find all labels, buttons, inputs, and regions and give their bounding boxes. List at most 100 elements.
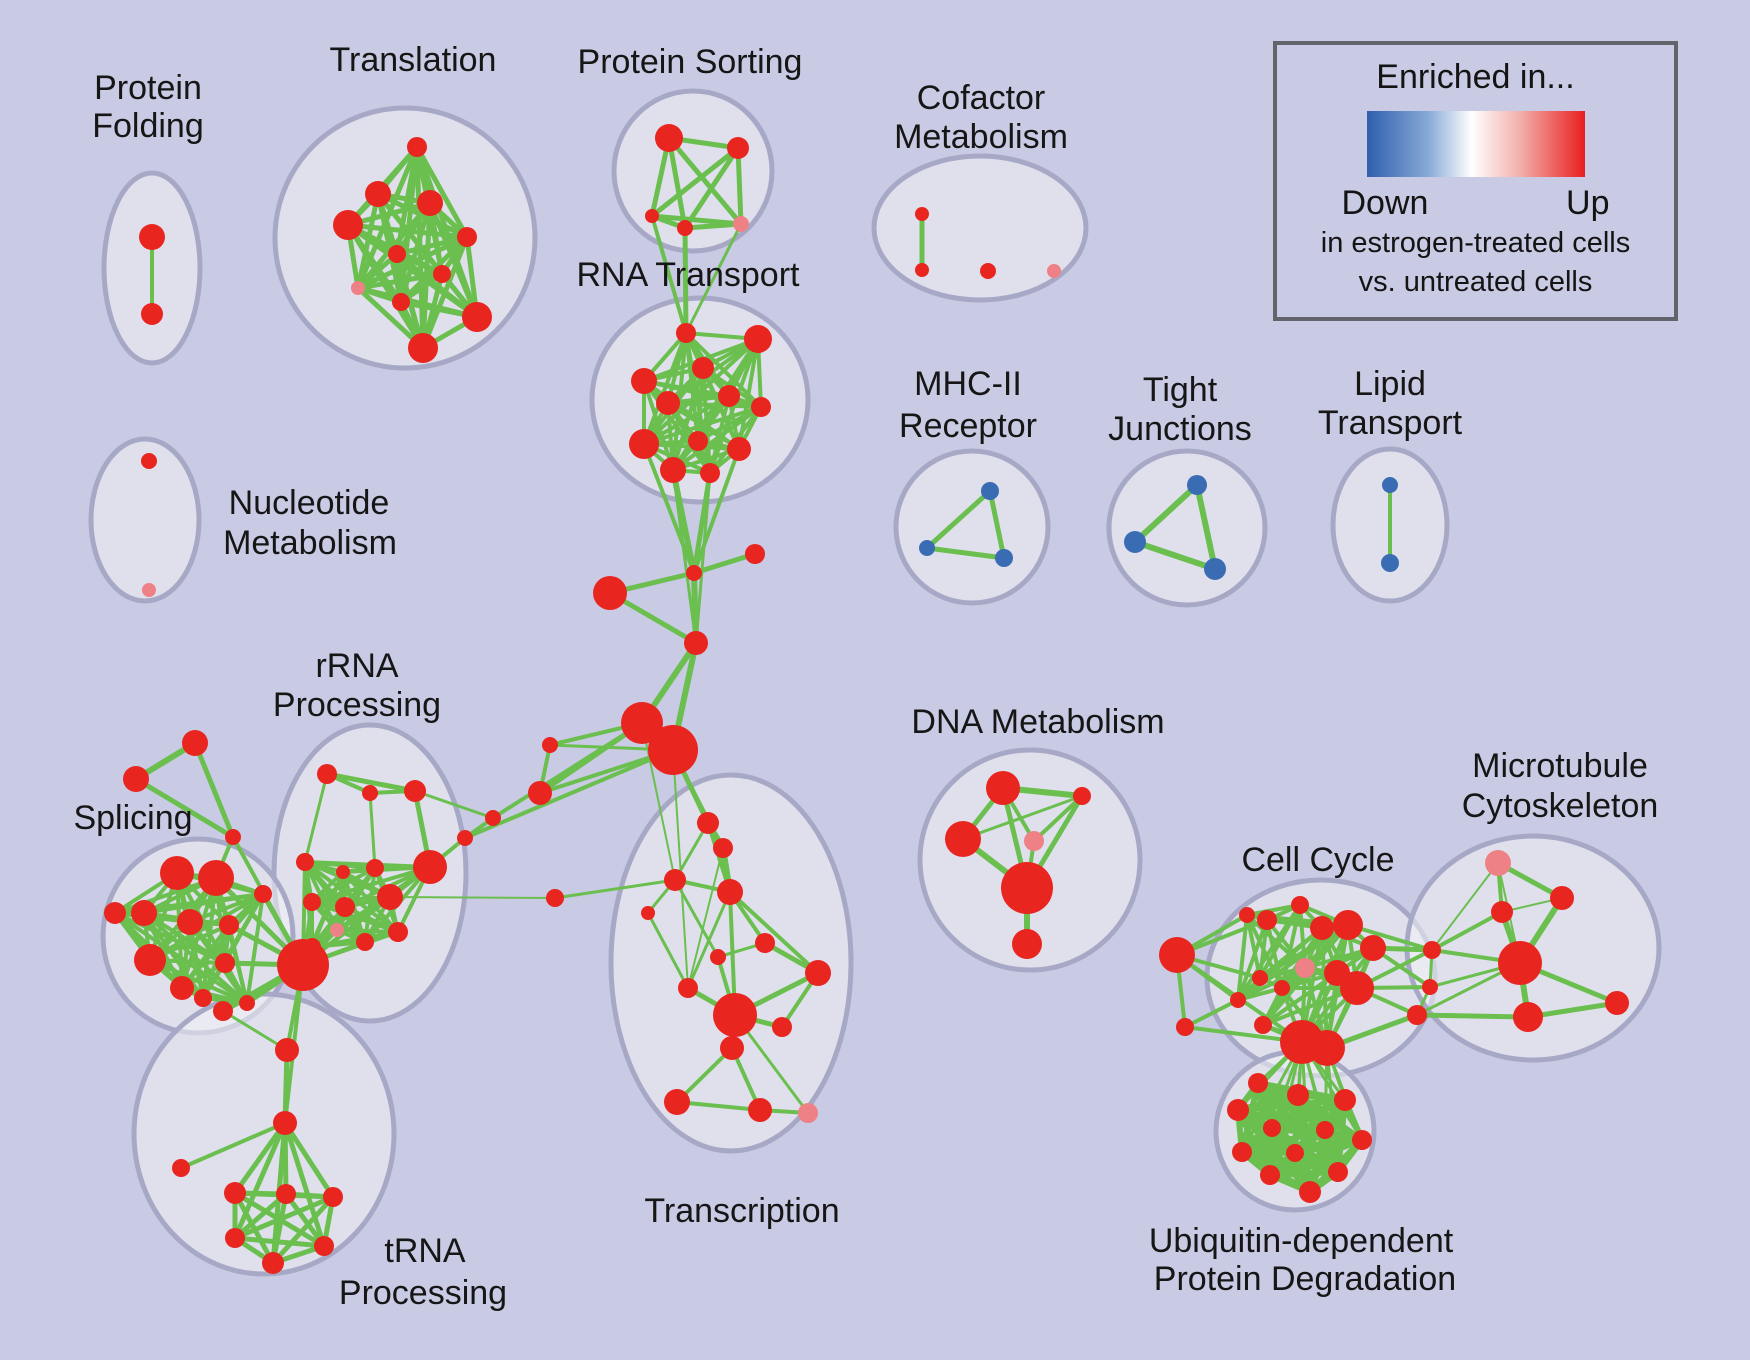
gene-set-node-s4[interactable] — [177, 909, 203, 935]
gene-set-node-n1[interactable] — [141, 453, 157, 469]
gene-set-node-h4[interactable] — [684, 631, 708, 655]
gene-set-node-x2[interactable] — [123, 766, 149, 792]
gene-set-node-u1[interactable] — [1248, 1073, 1268, 1093]
gene-set-node-tl5[interactable] — [457, 227, 477, 247]
gene-set-node-h3[interactable] — [593, 576, 627, 610]
gene-set-node-r2[interactable] — [362, 785, 378, 801]
gene-set-node-m3[interactable] — [995, 549, 1013, 567]
gene-set-node-tl6[interactable] — [388, 245, 406, 263]
gene-set-node-rt5[interactable] — [656, 391, 680, 415]
gene-set-node-r13[interactable] — [330, 923, 344, 937]
gene-set-node-rt12[interactable] — [700, 463, 720, 483]
gene-set-node-r12[interactable] — [356, 933, 374, 951]
gene-set-node-s13[interactable] — [194, 989, 212, 1007]
gene-set-node-rt1[interactable] — [676, 323, 696, 343]
gene-set-node-u10[interactable] — [1260, 1165, 1280, 1185]
gene-set-node-m1[interactable] — [981, 482, 999, 500]
gene-set-node-r1[interactable] — [317, 764, 337, 784]
gene-set-node-d3[interactable] — [945, 821, 981, 857]
gene-set-node-r9[interactable] — [335, 897, 355, 917]
gene-set-node-rt7[interactable] — [751, 397, 771, 417]
gene-set-node-cf3[interactable] — [980, 263, 996, 279]
gene-set-node-psE[interactable] — [733, 216, 749, 232]
gene-set-node-ts4[interactable] — [717, 879, 743, 905]
gene-set-node-ts8[interactable] — [805, 960, 831, 986]
gene-set-node-mtB[interactable] — [1498, 941, 1542, 985]
gene-set-node-cf2[interactable] — [915, 263, 929, 277]
gene-set-node-ts9[interactable] — [678, 978, 698, 998]
gene-set-node-lt1[interactable] — [1382, 477, 1398, 493]
gene-set-node-hf[interactable] — [262, 1252, 284, 1274]
gene-set-node-ts13[interactable] — [641, 906, 655, 920]
gene-set-node-pf2[interactable] — [141, 303, 163, 325]
gene-set-node-d4[interactable] — [1024, 831, 1044, 851]
gene-set-node-tb1[interactable] — [621, 702, 663, 744]
gene-set-node-s11[interactable] — [239, 995, 255, 1011]
gene-set-node-rt11[interactable] — [660, 457, 686, 483]
gene-set-node-rt9[interactable] — [688, 431, 708, 451]
gene-set-node-ha[interactable] — [224, 1182, 246, 1204]
gene-set-node-u12[interactable] — [1299, 1181, 1321, 1203]
gene-set-node-ts12[interactable] — [720, 1036, 744, 1060]
gene-set-node-ls2[interactable] — [528, 781, 552, 805]
gene-set-node-tl1[interactable] — [407, 137, 427, 157]
gene-set-node-r3[interactable] — [404, 780, 426, 802]
gene-set-node-cc13[interactable] — [1176, 1018, 1194, 1036]
gene-set-node-r11[interactable] — [388, 922, 408, 942]
gene-set-node-cc1[interactable] — [1239, 907, 1255, 923]
gene-set-node-s2[interactable] — [198, 860, 234, 896]
gene-set-node-cc4[interactable] — [1310, 916, 1334, 940]
gene-set-node-mt2[interactable] — [1491, 901, 1513, 923]
gene-set-node-psD[interactable] — [677, 220, 693, 236]
gene-set-node-n2[interactable] — [142, 583, 156, 597]
gene-set-node-hb[interactable] — [276, 1184, 296, 1204]
gene-set-node-s6[interactable] — [104, 902, 126, 924]
gene-set-node-cc2[interactable] — [1257, 910, 1277, 930]
gene-set-node-s3[interactable] — [131, 900, 157, 926]
gene-set-node-rt8[interactable] — [629, 429, 659, 459]
gene-set-node-psB[interactable] — [727, 137, 749, 159]
gene-set-node-pf1[interactable] — [139, 224, 165, 250]
gene-set-node-cn1[interactable] — [485, 810, 501, 826]
gene-set-node-tr0[interactable] — [213, 1001, 233, 1021]
gene-set-node-ts2[interactable] — [713, 838, 733, 858]
gene-set-node-mt4[interactable] — [1605, 991, 1629, 1015]
gene-set-node-tj3[interactable] — [1204, 558, 1226, 580]
gene-set-node-u3[interactable] — [1334, 1089, 1356, 1111]
gene-set-node-ts15[interactable] — [748, 1098, 772, 1122]
gene-set-node-tl9[interactable] — [392, 293, 410, 311]
gene-set-node-rt4[interactable] — [631, 368, 657, 394]
gene-set-node-d5[interactable] — [1001, 862, 1053, 914]
gene-set-node-mt1[interactable] — [1550, 886, 1574, 910]
gene-set-node-he[interactable] — [314, 1236, 334, 1256]
gene-set-node-s1[interactable] — [160, 856, 194, 890]
gene-set-node-s10[interactable] — [170, 976, 194, 1000]
gene-set-node-x3[interactable] — [225, 829, 241, 845]
gene-set-node-tl7[interactable] — [433, 265, 451, 283]
gene-set-node-ts16[interactable] — [798, 1103, 818, 1123]
gene-set-node-hd[interactable] — [225, 1228, 245, 1248]
gene-set-node-u8[interactable] — [1232, 1142, 1252, 1162]
gene-set-node-ts14[interactable] — [664, 1089, 690, 1115]
gene-set-node-cc12[interactable] — [1254, 1016, 1272, 1034]
gene-set-node-rt3[interactable] — [692, 357, 714, 379]
gene-set-node-d6[interactable] — [1012, 929, 1042, 959]
gene-set-node-u4[interactable] — [1227, 1099, 1249, 1121]
gene-set-node-r6[interactable] — [296, 853, 314, 871]
gene-set-node-cc11[interactable] — [1230, 992, 1246, 1008]
gene-set-node-oc2[interactable] — [1422, 979, 1438, 995]
gene-set-node-tl3[interactable] — [333, 210, 363, 240]
gene-set-node-mt3[interactable] — [1513, 1002, 1543, 1032]
gene-set-node-u6[interactable] — [1316, 1121, 1334, 1139]
gene-set-node-ts1[interactable] — [697, 812, 719, 834]
gene-set-node-r8[interactable] — [377, 884, 403, 910]
gene-set-node-s12[interactable] — [254, 885, 272, 903]
gene-set-node-hc[interactable] — [323, 1187, 343, 1207]
gene-set-node-u5[interactable] — [1263, 1119, 1281, 1137]
gene-set-node-mtp[interactable] — [1485, 850, 1511, 876]
gene-set-node-tl10[interactable] — [462, 302, 492, 332]
gene-set-node-cc6[interactable] — [1360, 935, 1386, 961]
gene-set-node-t_top[interactable] — [275, 1038, 299, 1062]
gene-set-node-cc10[interactable] — [1274, 980, 1290, 996]
gene-set-node-rt6[interactable] — [718, 385, 740, 407]
